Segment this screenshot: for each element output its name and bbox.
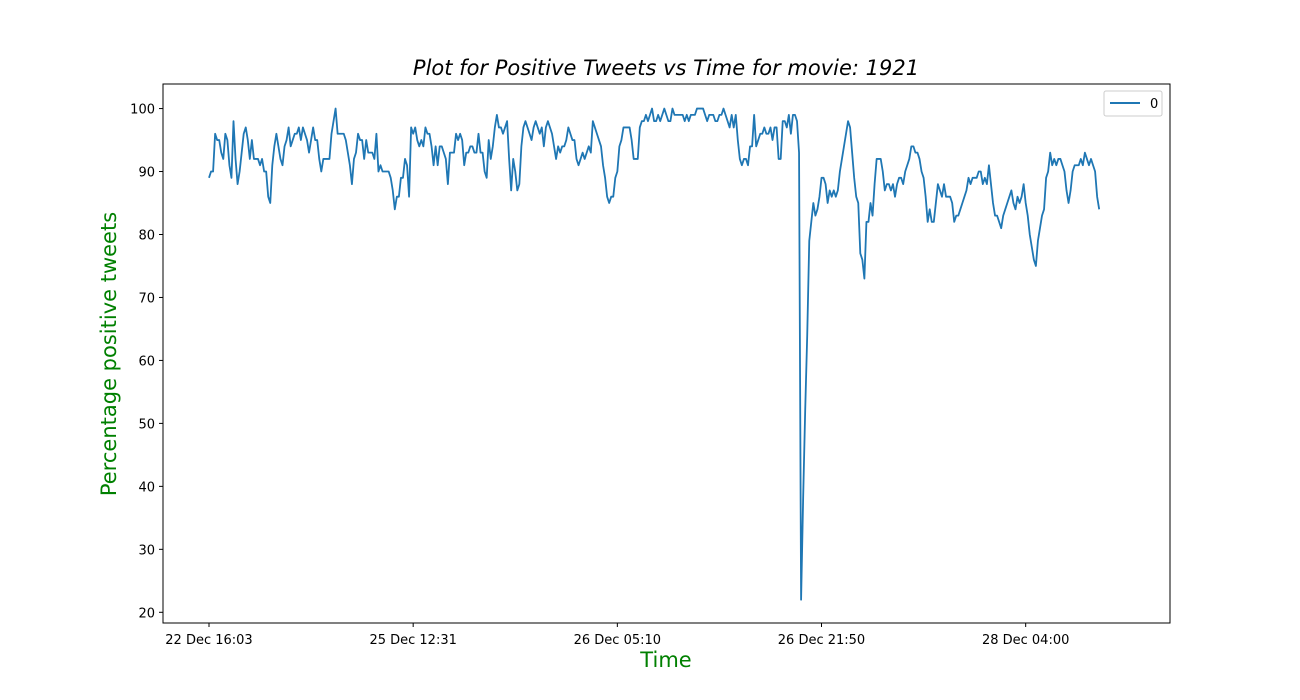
y-tick-label: 20	[138, 606, 155, 621]
x-tick-label: 26 Dec 05:10	[574, 633, 661, 648]
y-tick-label: 40	[138, 480, 155, 495]
y-tick-label: 50	[138, 417, 155, 432]
chart-title: Plot for Positive Tweets vs Time for mov…	[413, 56, 919, 80]
legend: 0	[1103, 90, 1163, 117]
y-tick-label: 70	[138, 291, 155, 306]
x-tick-label: 22 Dec 16:03	[165, 633, 252, 648]
y-tick-label: 90	[138, 166, 155, 181]
series-layer	[208, 107, 1101, 601]
y-tick-label: 80	[138, 228, 155, 243]
y-tick-label: 30	[138, 543, 155, 558]
plot-frame	[162, 83, 1171, 624]
y-axis: 20 30 40 50 60 70 80 90 100	[130, 103, 163, 621]
y-axis-label: Percentage positive tweets	[97, 212, 121, 496]
series-line-0	[208, 107, 1101, 601]
x-tick-label: 28 Dec 04:00	[982, 633, 1069, 648]
plot-area	[163, 84, 1170, 623]
x-axis-label: Time	[639, 648, 691, 672]
y-tick-label: 60	[138, 354, 155, 369]
x-tick-label: 26 Dec 21:50	[778, 633, 865, 648]
legend-entry-label: 0	[1150, 97, 1158, 112]
x-tick-label: 25 Dec 12:31	[369, 633, 456, 648]
x-axis: 22 Dec 16:03 25 Dec 12:31 26 Dec 05:10 26 D…	[165, 623, 1069, 648]
y-tick-label: 100	[130, 103, 155, 118]
